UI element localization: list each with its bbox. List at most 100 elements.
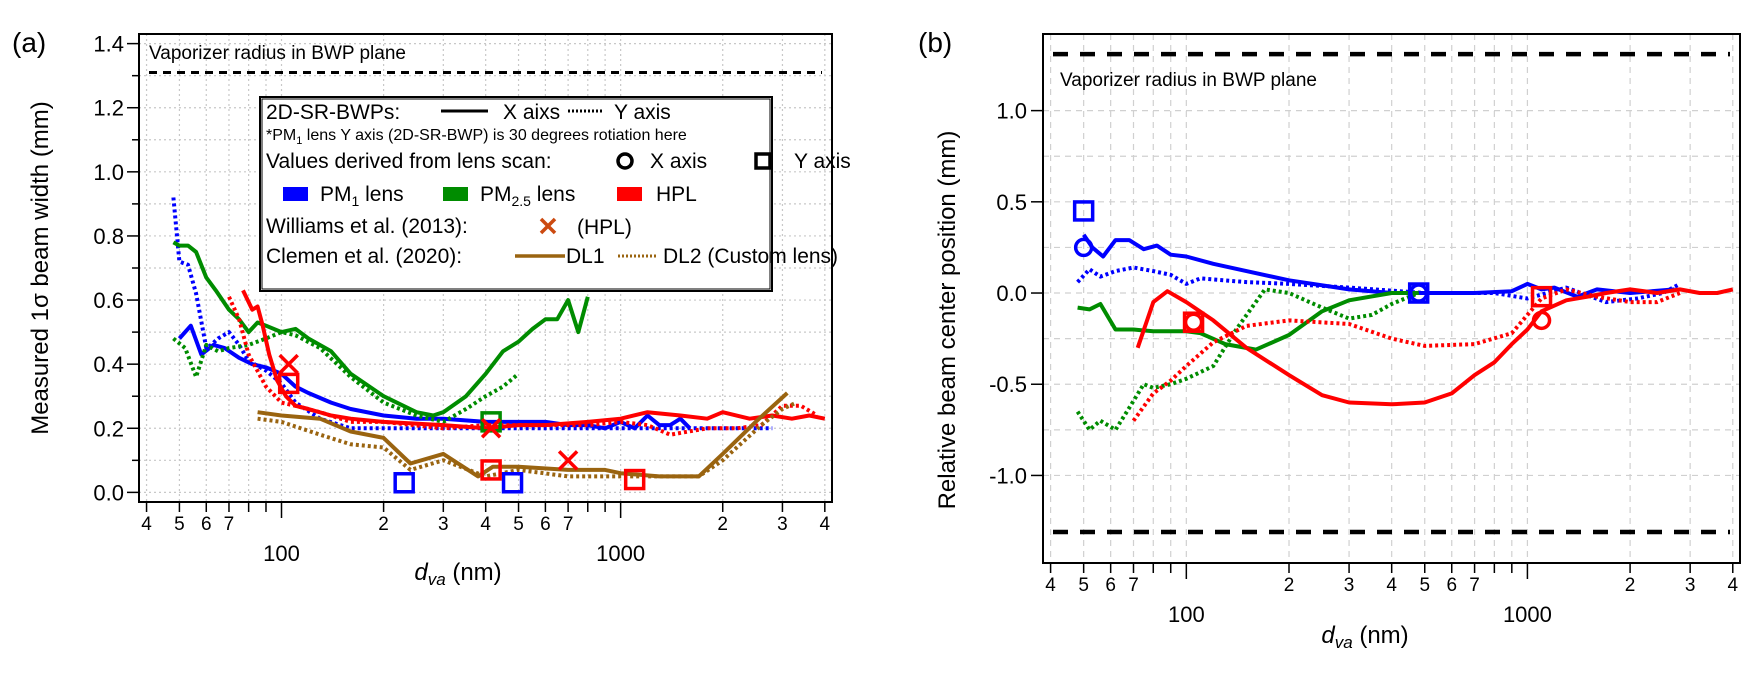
b-y-tick-label: -0.5 — [989, 372, 1027, 397]
b-y-tick-label: -1.0 — [989, 463, 1027, 488]
a-x-minor-tick-label: 2 — [378, 514, 389, 535]
a-markers — [277, 353, 646, 494]
legend-box — [259, 96, 773, 292]
b-y-tick-label: 0.5 — [996, 190, 1027, 215]
a-marker-square — [501, 472, 524, 494]
legend-dl2-label: DL2 (Custom lens) — [663, 245, 838, 268]
legend-clemen-title: Clemen et al. (2020): — [266, 245, 462, 268]
a-x-minor-tick-label: 3 — [777, 514, 788, 535]
legend-x-axis-label: X aixs — [503, 101, 560, 124]
b-y-tick-label: 0.0 — [996, 281, 1027, 306]
b-x-minor-tick-label: 2 — [1284, 575, 1295, 596]
a-marker-square — [480, 459, 502, 481]
legend-cross-icon — [539, 217, 557, 235]
b-x-minor-tick-label: 7 — [1128, 575, 1139, 596]
a-y-tick-label: 0.0 — [93, 480, 124, 505]
a-x-major-tick-label: 1000 — [596, 541, 645, 566]
legend-square-label: Y axis — [794, 150, 851, 173]
a-reference-label: Vaporizer radius in BWP plane — [149, 43, 406, 64]
legend-pm1-label: PM1 lens — [320, 183, 404, 209]
b-marker-square — [1530, 285, 1553, 308]
b-x-minor-tick-label: 6 — [1105, 575, 1116, 596]
b-x-minor-tick-label: 4 — [1045, 575, 1056, 596]
b-series-pm1-lens-y — [1076, 265, 1681, 305]
a-y-tick-label: 0.8 — [93, 224, 124, 249]
b-markers — [1072, 200, 1553, 333]
a-x-major-tick-label: 100 — [263, 541, 300, 566]
a-series-pm2-5-lens-x — [172, 240, 590, 418]
a-y-axis-title: Measured 1σ beam width (mm) — [27, 101, 54, 435]
legend-hpl-swatch — [617, 187, 642, 201]
a-marker-square — [623, 468, 646, 491]
legend-williams-label: (HPL) — [577, 216, 632, 239]
legend-circle-label: X axis — [650, 150, 707, 173]
b-series-pm1-lens-x — [1082, 233, 1675, 299]
a-x-minor-tick-label: 4 — [820, 514, 831, 535]
b-marker-square — [1072, 200, 1095, 222]
a-x-minor-tick-label: 7 — [224, 514, 235, 535]
b-reference-label: Vaporizer radius in BWP plane — [1060, 70, 1317, 91]
a-series-hpl-x — [241, 289, 826, 431]
a-x-minor-tick-label: 6 — [201, 514, 212, 535]
legend-bwp-title: 2D-SR-BWPs: — [266, 101, 400, 124]
a-x-minor-tick-label: 7 — [563, 514, 574, 535]
a-y-tick-label: 1.4 — [93, 32, 124, 57]
a-marker-cross — [278, 353, 299, 375]
b-series-hpl-y — [1131, 287, 1681, 422]
b-y-tick-label: 1.0 — [996, 99, 1027, 124]
a-x-minor-tick-label: 5 — [513, 514, 524, 535]
b-marker-circle — [1408, 283, 1429, 303]
b-series-pm2-5-lens-y — [1075, 287, 1420, 432]
b-marker-circle — [1531, 310, 1552, 331]
b-x-minor-tick-label: 7 — [1469, 575, 1480, 596]
a-xlabel-sub: va — [428, 570, 446, 589]
a-y-tick-label: 1.0 — [93, 160, 124, 185]
legend-note-suffix: lens Y axis (2D-SR-BWP) is 30 degrees ro… — [302, 127, 687, 144]
legend-dl1-label: DL1 — [566, 245, 605, 268]
a-y-tick-label: 0.2 — [93, 416, 124, 441]
b-marker-circle — [1183, 312, 1204, 332]
legend-hpl-label: HPL — [656, 183, 697, 206]
legend-pm25-swatch — [443, 187, 468, 201]
b-reference-lines — [1053, 51, 1730, 535]
b-x-axis-title: dva (nm) — [1321, 622, 1408, 652]
a-marker-square — [480, 411, 502, 433]
legend-note-prefix: *PM — [266, 127, 296, 144]
b-panel-label: (b) — [918, 27, 952, 58]
b-xlabel-unit: (nm) — [1353, 622, 1409, 649]
a-series — [171, 197, 826, 479]
legend-square-icon — [754, 152, 772, 170]
a-series-pm2-5-lens-y — [172, 330, 520, 424]
a-x-axis-title: dva (nm) — [414, 559, 501, 589]
a-y-tick-label: 0.6 — [93, 288, 124, 313]
legend-pm1-swatch — [283, 187, 308, 201]
legend-williams-title: Williams et al. (2013): — [266, 215, 468, 238]
a-panel-label: (a) — [12, 27, 46, 58]
b-x-minor-tick-label: 5 — [1419, 575, 1430, 596]
b-xlabel-sub: va — [1335, 633, 1353, 652]
b-x-major-tick-label: 100 — [1168, 602, 1205, 627]
b-x-minor-tick-label: 2 — [1625, 575, 1636, 596]
a-x-minor-tick-label: 4 — [141, 514, 152, 535]
a-series-clemen-dl2 — [257, 400, 798, 479]
a-y-tick-label: 0.4 — [93, 352, 124, 377]
legend-note: *PM1 lens Y axis (2D-SR-BWP) is 30 degre… — [266, 127, 687, 147]
b-x-minor-tick-label: 5 — [1078, 575, 1089, 596]
b-marker-circle — [1073, 237, 1094, 258]
b-x-major-tick-label: 1000 — [1503, 602, 1552, 627]
a-x-minor-tick-label: 3 — [438, 514, 449, 535]
a-marker-square — [393, 472, 415, 494]
b-x-minor-tick-label: 4 — [1386, 575, 1397, 596]
a-series-pm1-lens-y — [171, 197, 773, 431]
a-y-tick-label: 1.2 — [93, 96, 124, 121]
legend-y-axis-label: Y axis — [614, 101, 671, 124]
b-series-hpl-x — [1135, 287, 1734, 407]
legend-note-sub: 1 — [296, 135, 302, 147]
b-x-minor-tick-label: 4 — [1727, 575, 1738, 596]
legend-pm25-label: PM2.5 lens — [480, 183, 575, 209]
b-x-minor-tick-label: 3 — [1344, 575, 1355, 596]
